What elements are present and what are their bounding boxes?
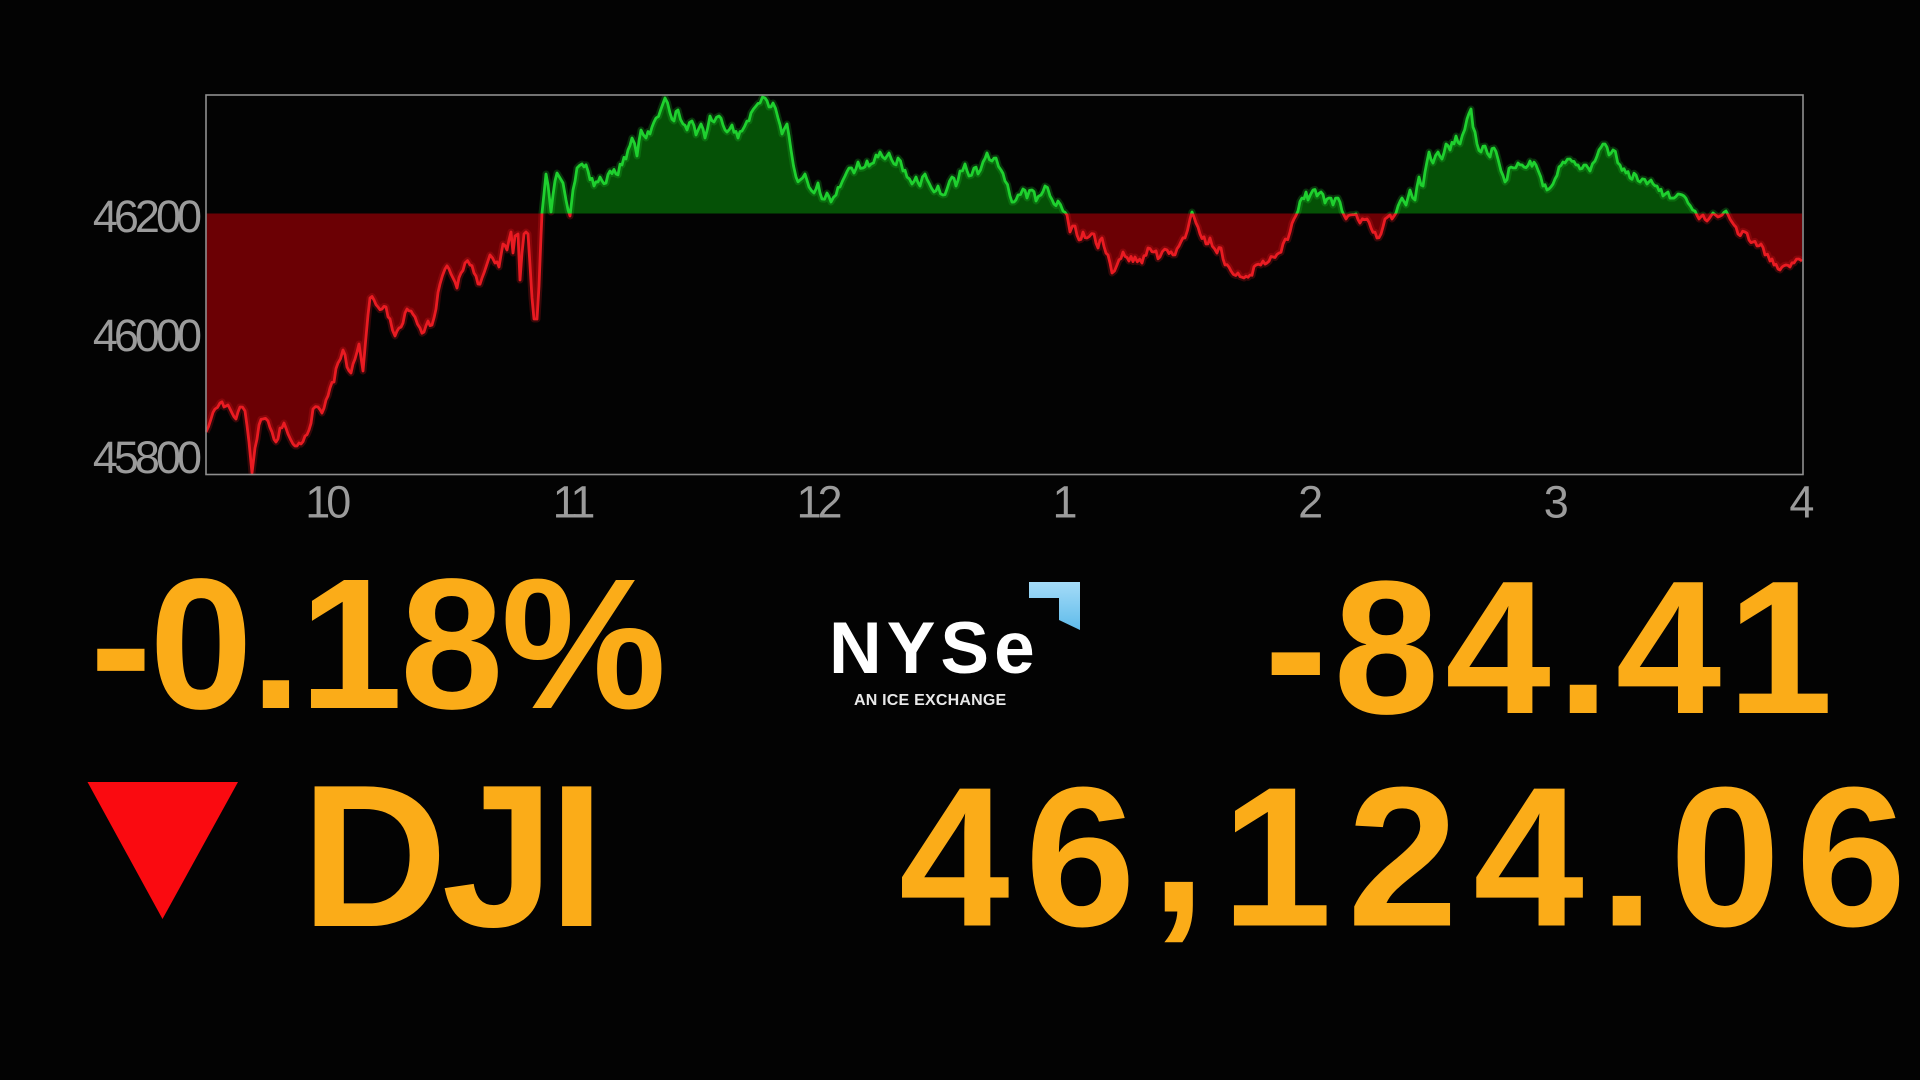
svg-text:45800: 45800	[93, 432, 201, 483]
svg-text:4: 4	[1789, 477, 1813, 528]
svg-text:11: 11	[553, 477, 594, 528]
svg-text:10: 10	[305, 477, 350, 528]
svg-text:46000: 46000	[93, 310, 201, 361]
svg-text:1: 1	[1052, 477, 1075, 528]
svg-text:2: 2	[1298, 477, 1321, 528]
svg-text:-0.18%: -0.18%	[90, 541, 664, 748]
svg-text:AN ICE EXCHANGE: AN ICE EXCHANGE	[854, 692, 1006, 709]
svg-text:NYSe: NYSe	[829, 608, 1040, 689]
svg-text:3: 3	[1544, 477, 1568, 528]
svg-text:46,124.06: 46,124.06	[899, 733, 1920, 969]
svg-text:46200: 46200	[93, 191, 201, 242]
svg-text:-84.41: -84.41	[1264, 542, 1839, 754]
svg-text:12: 12	[796, 477, 840, 528]
svg-text:DJI: DJI	[301, 743, 599, 970]
